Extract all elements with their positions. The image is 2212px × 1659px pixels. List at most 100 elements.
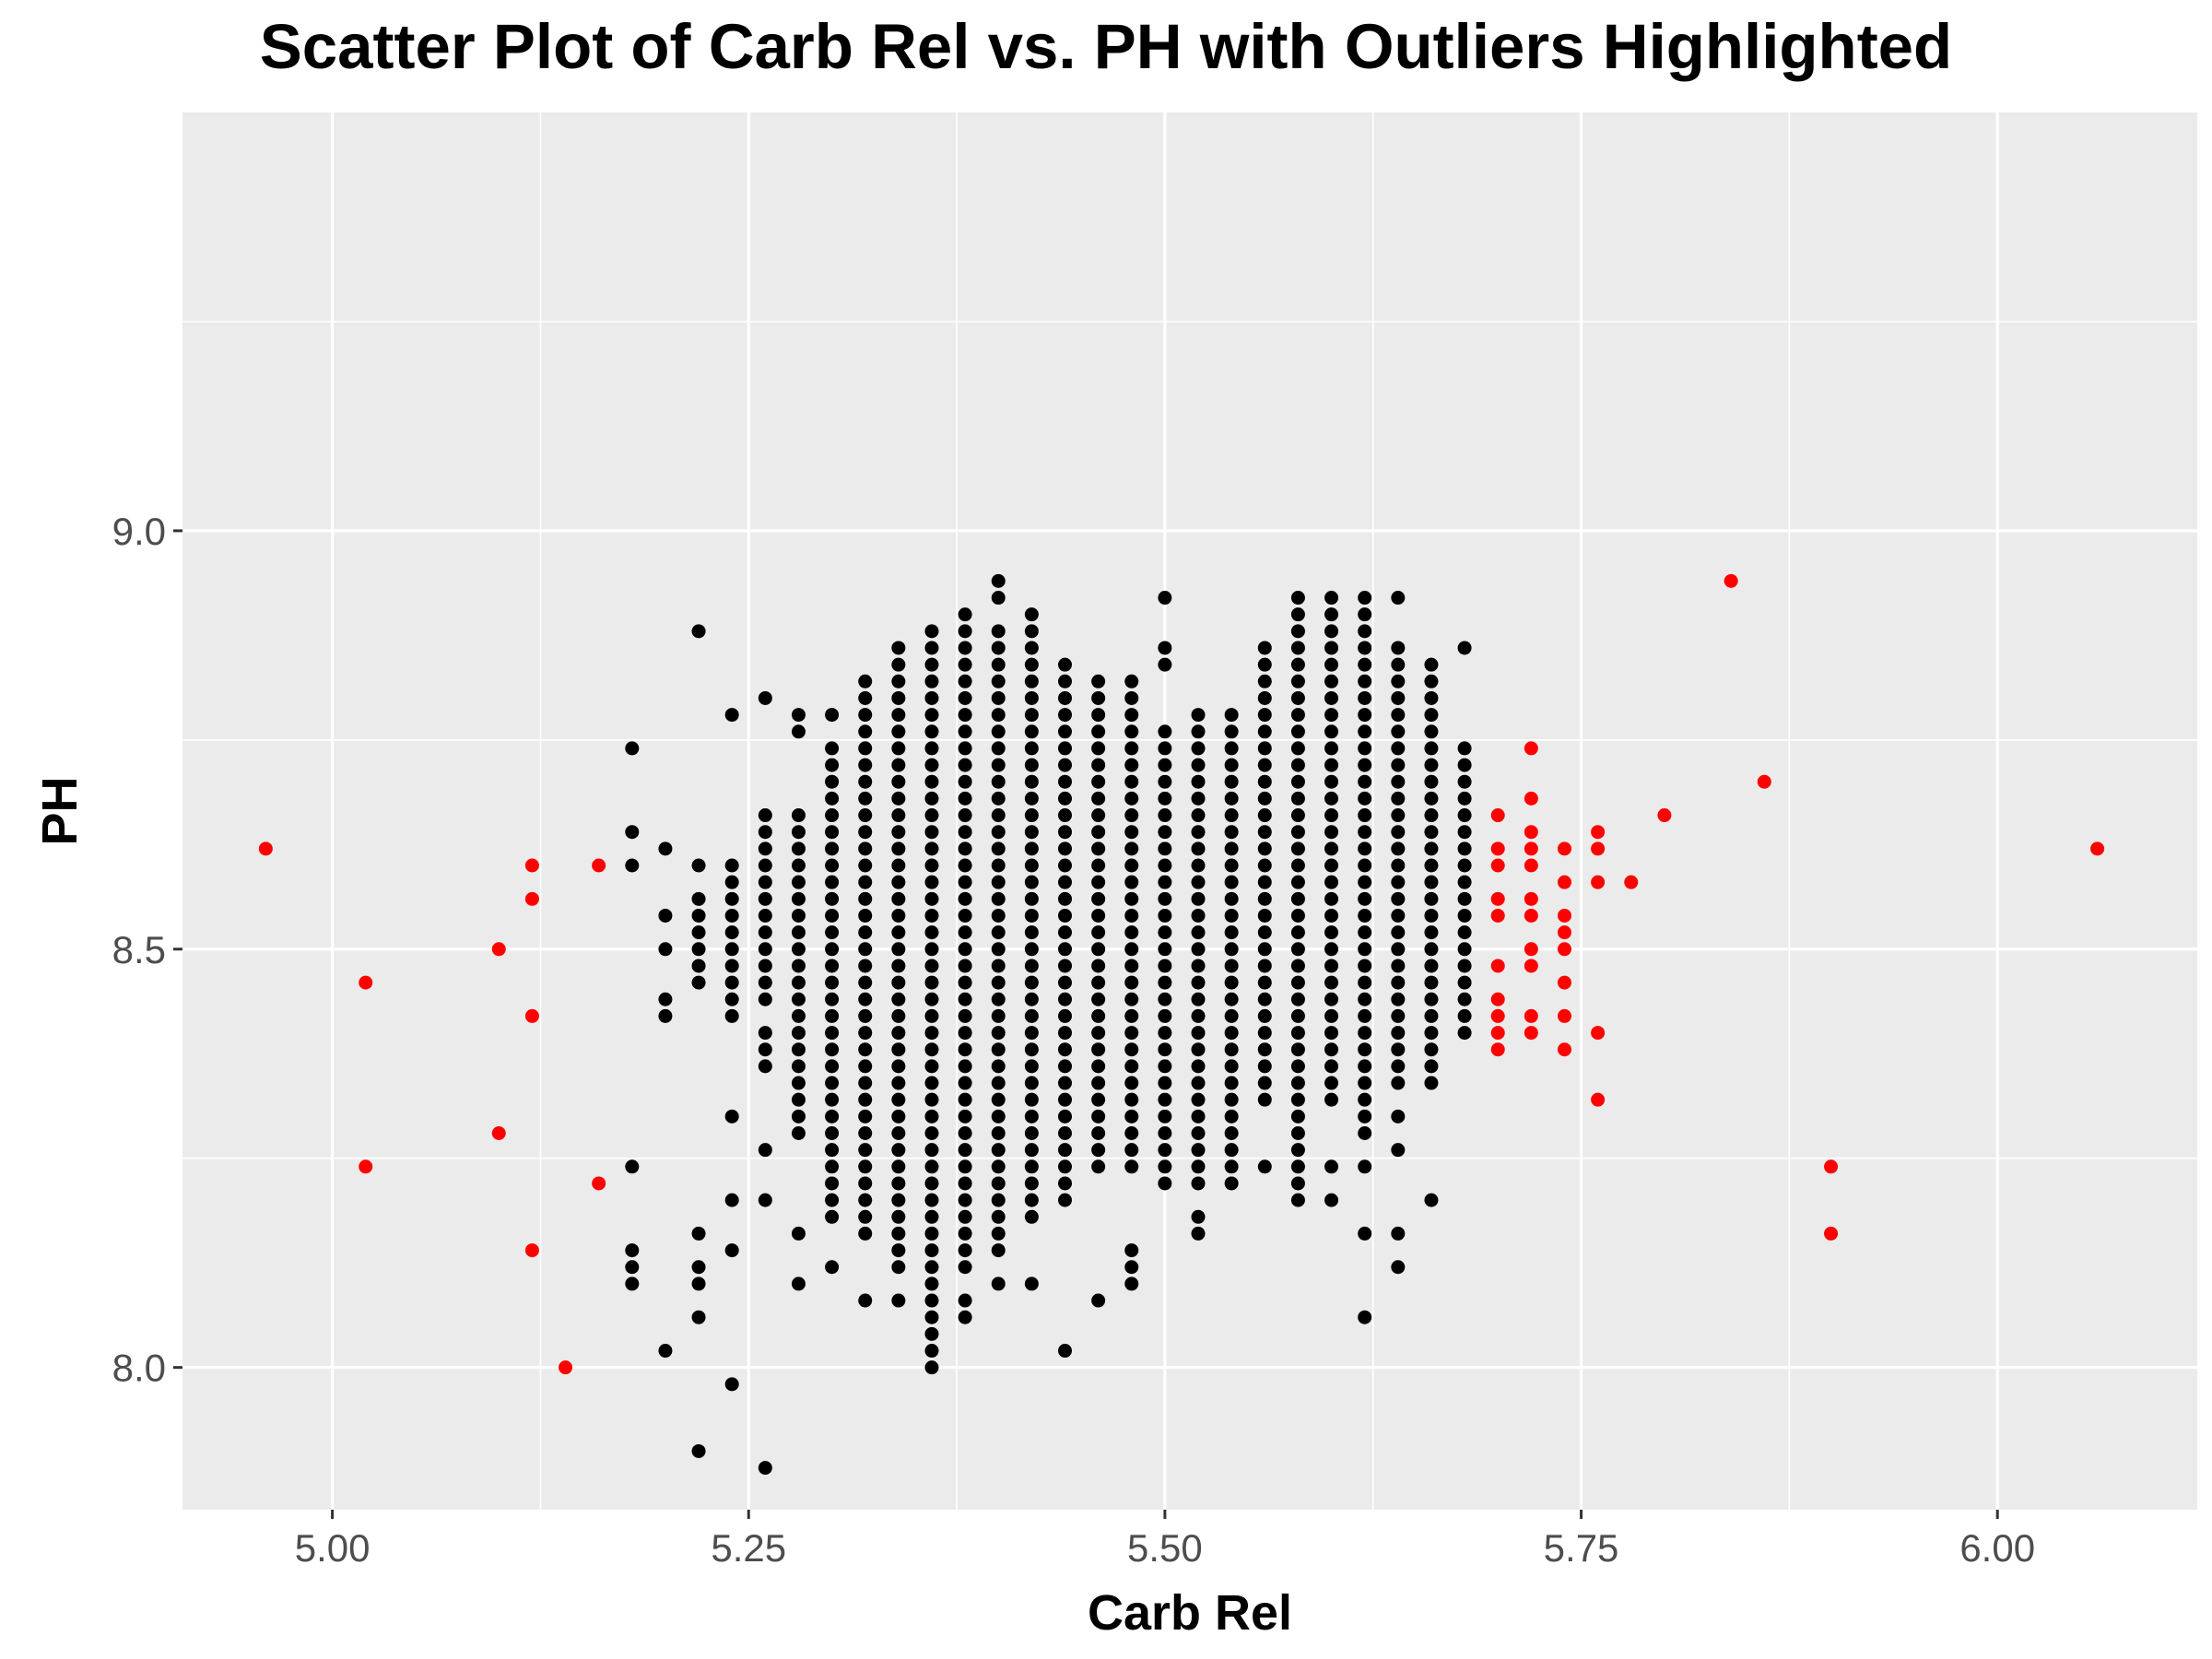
data-point [1158, 1159, 1172, 1174]
data-point [724, 992, 739, 1006]
data-point [758, 825, 772, 840]
data-point [958, 774, 972, 789]
data-point [1124, 690, 1139, 705]
data-point [1391, 908, 1406, 923]
outlier-point [1624, 875, 1639, 889]
data-point [1091, 791, 1106, 806]
data-point [991, 875, 1006, 889]
data-point [1324, 875, 1339, 889]
outlier-point [1490, 841, 1505, 856]
data-point [1091, 1076, 1106, 1090]
data-point [1391, 741, 1406, 756]
data-point [958, 992, 972, 1006]
data-point [1124, 992, 1139, 1006]
data-point [791, 875, 806, 889]
data-point [858, 875, 873, 889]
data-point [1290, 1042, 1305, 1057]
data-point [825, 959, 840, 973]
data-point [1358, 841, 1372, 856]
data-point [958, 607, 972, 622]
data-point [924, 1076, 939, 1090]
data-point [1358, 1076, 1372, 1090]
data-point [1024, 624, 1039, 639]
data-point [1324, 841, 1339, 856]
outlier-point [359, 1159, 373, 1174]
data-point [958, 1260, 972, 1275]
data-point [858, 808, 873, 823]
data-point [958, 975, 972, 990]
data-point [1457, 1026, 1472, 1041]
data-point [1358, 992, 1372, 1006]
data-point [724, 925, 739, 940]
data-point [1124, 1076, 1139, 1090]
data-point [1324, 1026, 1339, 1041]
data-point [1158, 591, 1172, 606]
data-point [858, 891, 873, 906]
data-point [1358, 908, 1372, 923]
data-point [1257, 908, 1272, 923]
data-point [1424, 942, 1439, 957]
data-point [1158, 1076, 1172, 1090]
data-point [1224, 1076, 1239, 1090]
data-point [1391, 1260, 1406, 1275]
data-point [991, 825, 1006, 840]
data-point [924, 724, 939, 739]
data-point [791, 908, 806, 923]
data-point [1024, 1125, 1039, 1140]
data-points [258, 573, 2105, 1476]
data-point [825, 741, 840, 756]
outlier-point [1524, 959, 1538, 973]
data-point [858, 942, 873, 957]
data-point [791, 858, 806, 873]
data-point [791, 841, 806, 856]
data-point [1257, 925, 1272, 940]
data-point [1124, 1260, 1139, 1275]
data-point [1091, 708, 1106, 723]
data-point [1257, 942, 1272, 957]
data-point [1257, 825, 1272, 840]
data-point [1191, 1159, 1206, 1174]
data-point [1424, 925, 1439, 940]
data-point [924, 1277, 939, 1291]
data-point [1191, 942, 1206, 957]
data-point [724, 708, 739, 723]
data-point [1391, 1226, 1406, 1241]
data-point [958, 624, 972, 639]
data-point [658, 908, 673, 923]
outlier-point [524, 891, 539, 906]
data-point [758, 908, 772, 923]
data-point [1091, 1293, 1106, 1308]
data-point [1024, 1076, 1039, 1090]
data-point [1457, 908, 1472, 923]
data-point [1191, 1143, 1206, 1158]
data-point [1158, 1042, 1172, 1057]
data-point [691, 858, 706, 873]
outlier-point [1591, 875, 1606, 889]
data-point [1358, 975, 1372, 990]
data-point [891, 1293, 906, 1308]
data-point [1358, 657, 1372, 672]
data-point [1391, 758, 1406, 772]
data-point [1191, 774, 1206, 789]
data-point [1224, 825, 1239, 840]
data-point [924, 641, 939, 655]
outlier-point [1824, 1226, 1839, 1241]
data-point [1457, 758, 1472, 772]
data-point [924, 1176, 939, 1191]
outlier-point [1490, 808, 1505, 823]
data-point [1358, 1159, 1372, 1174]
data-point [1191, 908, 1206, 923]
data-point [825, 1260, 840, 1275]
data-point [858, 1176, 873, 1191]
data-point [1158, 925, 1172, 940]
data-point [858, 1026, 873, 1041]
data-point [1158, 724, 1172, 739]
data-point [825, 1143, 840, 1158]
data-point [958, 674, 972, 688]
data-point [758, 1042, 772, 1057]
data-point [825, 1042, 840, 1057]
data-point [958, 1310, 972, 1324]
data-point [891, 825, 906, 840]
data-point [1324, 674, 1339, 688]
data-point [1358, 641, 1372, 655]
